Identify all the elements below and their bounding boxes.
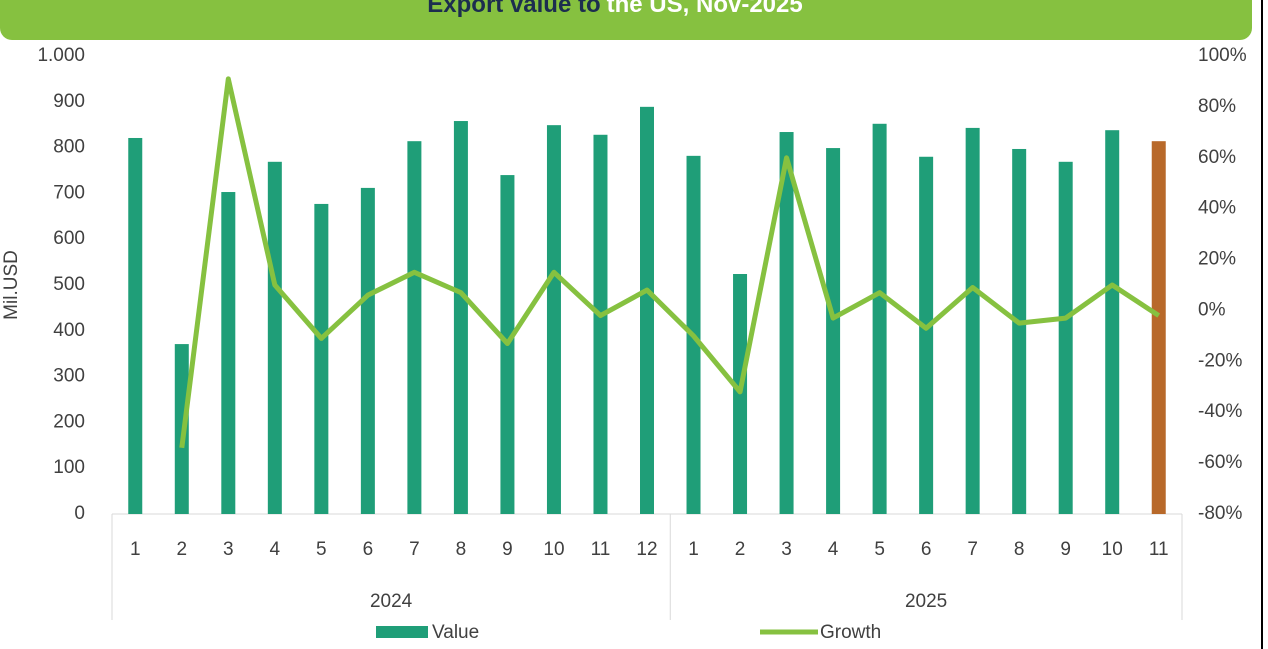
- x-tick-label: 3: [223, 539, 234, 560]
- x-tick-label: 10: [1102, 539, 1123, 560]
- y2-tick-label: 100%: [1198, 45, 1247, 66]
- bar: [1012, 148, 1027, 514]
- y2-tick-label: -60%: [1198, 452, 1242, 473]
- bar: [826, 148, 841, 515]
- title-part: Export value to: [427, 0, 600, 18]
- x-tick-label: 6: [921, 539, 932, 560]
- bar: [314, 203, 329, 514]
- y-tick-label: 800: [53, 137, 85, 158]
- bar: [640, 106, 654, 514]
- x-tick-label: 10: [543, 539, 564, 560]
- y2-tick-label: 60%: [1198, 147, 1236, 168]
- x-tick-label: 3: [781, 539, 792, 560]
- x-tick-label: 4: [828, 539, 839, 560]
- y-tick-label: 500: [53, 274, 85, 295]
- y2-tick-label: 40%: [1198, 198, 1236, 219]
- bar: [1105, 130, 1120, 515]
- legend-swatch: [376, 626, 428, 638]
- title-banner: [0, 0, 1252, 40]
- growth-line: [179, 76, 1161, 449]
- x-tick-label: 2: [735, 539, 746, 560]
- x-tick-label: 1: [688, 539, 699, 560]
- bar: [1151, 141, 1166, 515]
- x-tick-label: 5: [316, 539, 327, 560]
- bar: [872, 123, 887, 514]
- x-tick-label: 11: [591, 539, 611, 560]
- y-tick-label: 900: [53, 91, 85, 112]
- y-tick-label: 0: [74, 503, 85, 524]
- x-tick-label: 9: [1060, 539, 1071, 560]
- title-part: the US, Nov-2025: [607, 0, 803, 18]
- y-tick-label: 100: [53, 457, 85, 478]
- y-tick-label: 600: [53, 228, 85, 249]
- x-tick-label: 7: [409, 539, 420, 560]
- x-tick-label: 1: [130, 539, 141, 560]
- bar: [128, 137, 143, 514]
- y-tick-label: 300: [53, 366, 85, 387]
- x-tick-label: 4: [270, 539, 281, 560]
- y2-tick-label: 80%: [1198, 96, 1236, 117]
- x-tick-label: 2: [176, 539, 187, 560]
- x-tick-label: 11: [1149, 539, 1169, 560]
- x-tick-label: 8: [456, 539, 467, 560]
- bar: [1058, 161, 1073, 514]
- bar: [221, 192, 236, 514]
- bar: [360, 187, 375, 515]
- bar: [779, 132, 794, 514]
- legend-label: Growth: [820, 622, 881, 643]
- group-label: 2024: [370, 591, 413, 612]
- y2-tick-label: 20%: [1198, 249, 1236, 270]
- x-tick-label: 8: [1014, 539, 1025, 560]
- y2-tick-label: -20%: [1198, 350, 1242, 371]
- bar: [919, 156, 934, 514]
- bar: [593, 134, 608, 514]
- group-label: 2025: [905, 591, 947, 612]
- bar: [965, 127, 980, 514]
- y-axis-label: Mil.USD: [1, 250, 22, 320]
- legend-label: Value: [432, 622, 479, 643]
- y-tick-label: 700: [53, 182, 85, 203]
- x-tick-label: 7: [967, 539, 978, 560]
- y2-tick-label: 0%: [1198, 299, 1226, 320]
- x-tick-label: 12: [636, 539, 657, 560]
- y2-tick-label: -40%: [1198, 401, 1242, 422]
- bar: [546, 125, 561, 515]
- y-tick-label: 1.000: [37, 45, 85, 66]
- y2-tick-label: -80%: [1198, 503, 1242, 524]
- x-tick-label: 6: [363, 539, 374, 560]
- chart-title: Export value to the US, Nov-2025: [427, 0, 802, 18]
- bar: [267, 161, 282, 514]
- y-tick-label: 200: [53, 411, 85, 432]
- x-tick-label: 9: [502, 539, 513, 560]
- x-tick-label: 5: [874, 539, 885, 560]
- bar: [407, 141, 422, 515]
- y-tick-label: 400: [53, 320, 85, 341]
- bar: [453, 121, 468, 514]
